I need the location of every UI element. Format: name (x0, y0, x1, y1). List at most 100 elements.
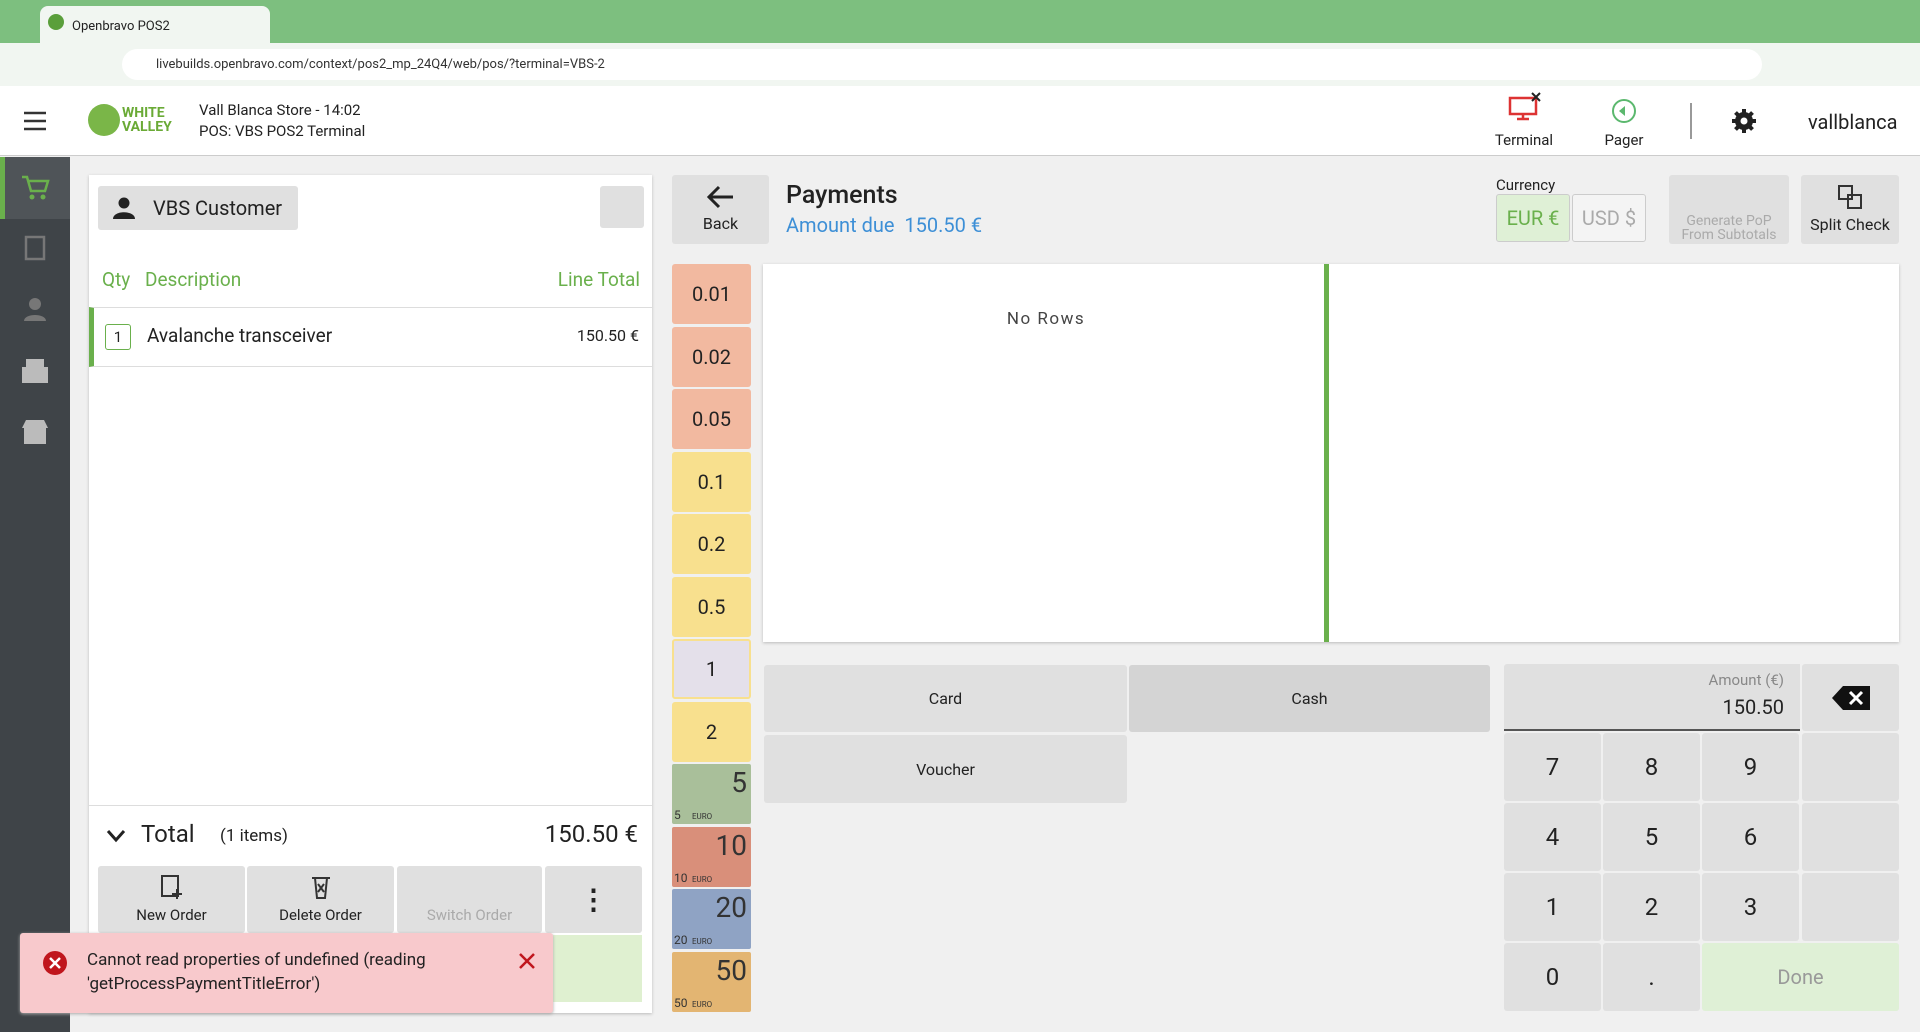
keypad-key[interactable]: 8 (1603, 733, 1700, 801)
currency-usd[interactable]: USD $ (1572, 194, 1646, 242)
split-icon (1838, 185, 1862, 209)
bill-unit: EURO (692, 999, 713, 1009)
cashup-icon[interactable] (20, 357, 50, 385)
keypad-blank (1802, 803, 1899, 871)
keypad-key[interactable]: . (1603, 943, 1700, 1011)
back-button[interactable]: Back (672, 175, 769, 244)
col-qty: Qty (102, 268, 131, 291)
error-close[interactable] (516, 950, 538, 972)
back-icon (706, 185, 733, 209)
method-card[interactable]: Card (764, 665, 1127, 732)
cart-icon (22, 175, 50, 200)
payments-table (763, 264, 1899, 642)
keypad-key[interactable]: 4 (1504, 803, 1601, 871)
coin-button[interactable]: 0.2 (672, 514, 751, 574)
menu-icon[interactable] (22, 110, 48, 132)
keypad-key[interactable]: 9 (1702, 733, 1799, 801)
bill-value: 10 (715, 828, 747, 862)
store-icon[interactable] (20, 418, 50, 446)
address-bar[interactable]: livebuilds.openbravo.com/context/pos2_mp… (122, 49, 1762, 80)
terminal-name: POS: VBS POS2 Terminal (199, 122, 366, 140)
separator (1690, 103, 1692, 139)
bill-value-small: 20 (674, 933, 688, 947)
keypad-key[interactable]: 5 (1603, 803, 1700, 871)
pager-icon (1612, 99, 1636, 123)
coin-button[interactable]: 0.5 (672, 576, 751, 637)
col-description: Description (145, 268, 242, 291)
logo-mark (88, 104, 120, 136)
amount-display (1504, 664, 1800, 731)
keypad-key[interactable]: 3 (1702, 873, 1799, 941)
bill-button[interactable]: 20 20 EURO (672, 889, 751, 949)
bill-button[interactable]: 50 50 EURO (672, 951, 751, 1012)
generate-pop: Generate PoP From Subtotals (1669, 175, 1789, 244)
method-cash[interactable]: Cash (1129, 665, 1490, 732)
coin-button[interactable]: 1 (672, 639, 751, 699)
total-items: (1 items) (220, 826, 288, 846)
more-actions[interactable]: ⋮ (545, 866, 642, 933)
url: livebuilds.openbravo.com/context/pos2_mp… (156, 57, 605, 72)
coin-button[interactable]: 0.02 (672, 326, 751, 387)
delete-icon (312, 877, 330, 899)
terminal-icon (1508, 92, 1541, 121)
settings-icon[interactable] (1730, 107, 1758, 135)
app-header (0, 86, 1920, 156)
new-order[interactable]: New Order (98, 866, 245, 933)
coin-button[interactable]: 0.1 (672, 451, 751, 512)
keypad-key[interactable]: 2 (1603, 873, 1700, 941)
currency-eur[interactable]: EUR € (1496, 194, 1570, 242)
total-label: Total (141, 820, 195, 848)
pager-button[interactable]: Pager (1604, 131, 1644, 149)
switch-order: Switch Order (397, 866, 542, 933)
customer-icon[interactable] (22, 296, 48, 322)
col-total: Line Total (557, 268, 640, 291)
bill-unit: EURO (692, 812, 713, 821)
receipt-options[interactable] (600, 186, 644, 228)
method-voucher[interactable]: Voucher (764, 735, 1127, 803)
coin-button[interactable]: 0.05 (672, 389, 751, 449)
terminal-button[interactable]: Terminal (1494, 131, 1554, 149)
logo-text: WHITE VALLEY (122, 105, 172, 135)
tab-title: Openbravo POS2 (72, 19, 170, 34)
keypad-blank (1802, 733, 1899, 801)
backspace[interactable] (1802, 664, 1899, 731)
keypad-key[interactable]: 7 (1504, 733, 1601, 801)
pay-button[interactable] (553, 935, 642, 1002)
coin-button[interactable]: 0.01 (672, 264, 751, 324)
bill-value: 50 (715, 953, 747, 987)
bill-value-small: 5 (674, 808, 681, 822)
new-order-icon (161, 875, 182, 899)
favicon (48, 14, 64, 30)
amount-due: Amount due 150.50 € (786, 213, 983, 237)
divider (89, 805, 652, 806)
keypad-key[interactable]: 1 (1504, 873, 1601, 941)
browser-tab[interactable]: Openbravo POS2 (40, 6, 270, 43)
bill-value-small: 50 (674, 995, 688, 1010)
user[interactable]: vallblanca (1808, 110, 1898, 134)
keypad-key[interactable]: 0 (1504, 943, 1601, 1011)
customer-button[interactable]: VBS Customer (98, 186, 298, 230)
bill-button[interactable]: 5 5 EURO (672, 764, 751, 824)
total-amount: 150.50 € (544, 820, 638, 848)
bill-button[interactable]: 10 10 EURO (672, 826, 751, 887)
table-divider (1324, 264, 1329, 642)
customer-button-icon (113, 197, 135, 219)
bill-value: 20 (715, 891, 747, 924)
sidebar-active[interactable] (0, 157, 70, 219)
no-rows: No Rows (1006, 309, 1086, 329)
line-total: 150.50 € (576, 326, 639, 345)
payments-title: Payments (786, 181, 898, 210)
keypad-key[interactable]: 6 (1702, 803, 1799, 871)
line-qty: 1 (105, 324, 131, 350)
error-message: Cannot read properties of undefined (rea… (87, 950, 426, 994)
sidebar (0, 157, 70, 1032)
done-button: Done (1702, 943, 1899, 1011)
order-line[interactable] (89, 307, 652, 367)
amount-value: 150.50 (1722, 695, 1784, 719)
receipts-icon[interactable] (22, 235, 48, 261)
coin-button[interactable]: 2 (672, 701, 751, 762)
collapse-icon[interactable] (104, 826, 128, 846)
store: Vall Blanca Store - 14:02 (199, 101, 361, 119)
bill-unit: EURO (692, 937, 713, 946)
keypad-blank (1802, 873, 1899, 941)
